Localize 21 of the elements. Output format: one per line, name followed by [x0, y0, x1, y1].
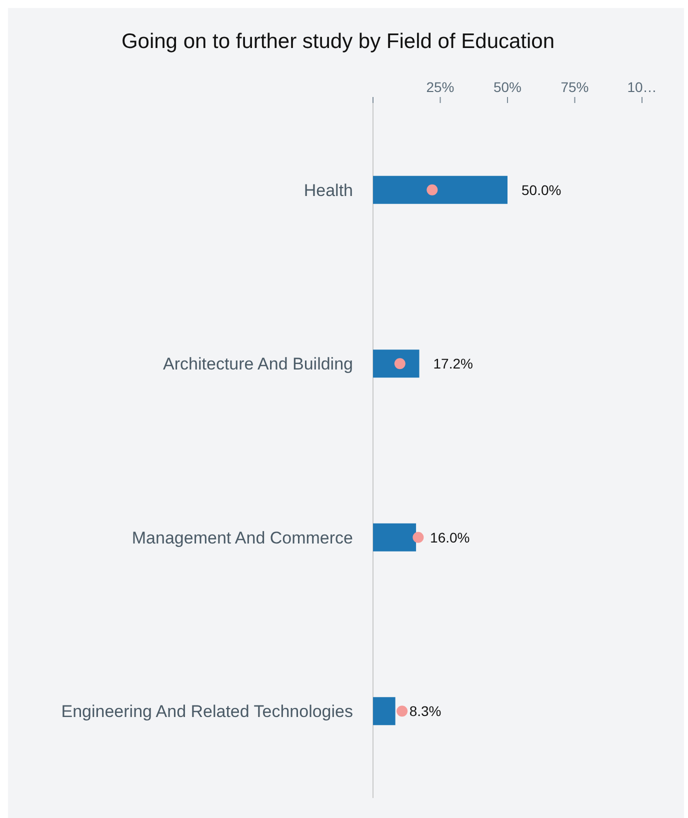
point [412, 532, 424, 543]
bar [373, 176, 508, 204]
y-tick-label: Health [304, 180, 353, 200]
x-tick-label: 25% [426, 79, 454, 95]
bar [373, 523, 416, 552]
bar [373, 350, 420, 378]
x-tick-label: 10… [627, 79, 657, 95]
x-tick-label: 75% [560, 79, 589, 95]
point [394, 358, 406, 370]
point [426, 184, 438, 196]
y-tick-label: Engineering And Related Technologies [61, 702, 353, 722]
data-label: 17.2% [433, 356, 473, 372]
data-label: 50.0% [522, 182, 562, 198]
data-label: 8.3% [409, 703, 442, 720]
chart-title: Going on to further study by Field of Education [121, 30, 555, 53]
bar [373, 697, 396, 726]
data-label: 16.0% [430, 529, 470, 546]
y-tick-label: Management And Commerce [132, 528, 353, 548]
y-tick-label: Architecture And Building [163, 354, 353, 374]
x-tick-label: 50% [493, 79, 522, 95]
point [396, 706, 408, 717]
